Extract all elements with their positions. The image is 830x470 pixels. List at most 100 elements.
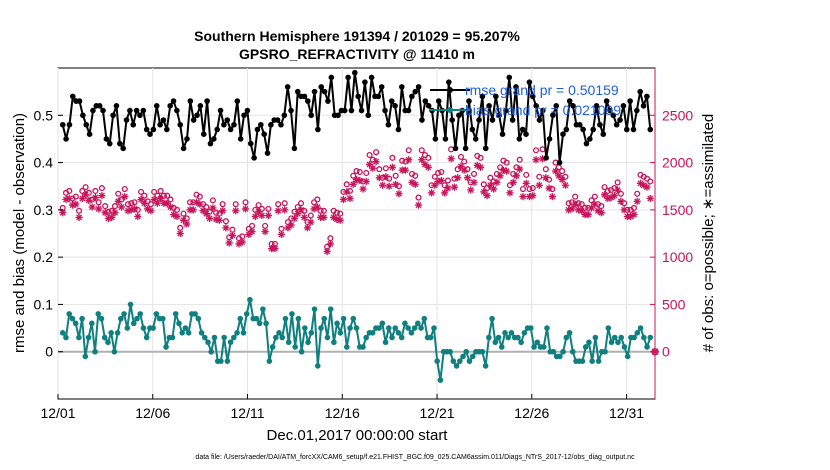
rmse-point bbox=[100, 107, 106, 114]
rmse-point bbox=[462, 145, 469, 152]
rmse-point bbox=[482, 145, 489, 152]
bias-point bbox=[544, 325, 550, 331]
legend-bias-marker bbox=[447, 107, 453, 113]
bias-point bbox=[114, 330, 121, 336]
bias-point bbox=[282, 315, 289, 322]
rmse-point bbox=[83, 121, 90, 128]
right-tick-label: 2000 bbox=[662, 155, 693, 171]
rmse-point bbox=[221, 121, 227, 128]
bias-point bbox=[392, 325, 399, 331]
rmse-point bbox=[466, 98, 472, 104]
rmse-point bbox=[435, 98, 442, 104]
bias-point bbox=[124, 325, 131, 331]
left-tick-label: 0.2 bbox=[34, 249, 54, 265]
rmse-point bbox=[630, 126, 637, 133]
rmse-point bbox=[311, 88, 318, 95]
bias-point bbox=[402, 320, 408, 327]
obs-assimilated-point bbox=[506, 189, 514, 197]
rmse-point bbox=[170, 98, 177, 104]
obs-assimilated-point bbox=[336, 216, 344, 224]
obs-possible-point bbox=[431, 173, 438, 180]
obs-assimilated-point bbox=[382, 173, 390, 181]
rmse-point bbox=[583, 140, 590, 147]
bias-point bbox=[211, 334, 218, 341]
rmse-point bbox=[177, 121, 184, 128]
bias-point bbox=[314, 363, 321, 369]
obs-assimilated-point bbox=[447, 155, 455, 163]
obs-assimilated-point bbox=[166, 203, 175, 211]
bias-point bbox=[350, 315, 357, 322]
bias-point bbox=[150, 325, 156, 331]
obs-possible-point bbox=[363, 169, 370, 177]
obs-assimilated-point bbox=[617, 197, 625, 205]
x-tick-label: 12/26 bbox=[514, 405, 549, 421]
bias-point bbox=[292, 344, 298, 350]
series-obs-possible bbox=[59, 146, 654, 250]
obs-possible-point bbox=[242, 199, 249, 206]
bias-point bbox=[566, 330, 573, 336]
obs-assimilated-point bbox=[85, 196, 93, 204]
obs-possible-point bbox=[275, 201, 282, 208]
obs-assimilated-point bbox=[274, 207, 282, 215]
bias-point bbox=[337, 330, 344, 336]
bias-point bbox=[221, 334, 227, 341]
right-tick-label: 500 bbox=[662, 296, 686, 312]
bias-point bbox=[602, 348, 608, 355]
bias-point bbox=[634, 330, 641, 336]
obs-assimilated-point bbox=[450, 183, 459, 191]
obs-assimilated-point bbox=[117, 203, 126, 211]
obs-possible-point bbox=[141, 192, 148, 199]
obs-assimilated-point bbox=[503, 167, 511, 175]
rmse-point bbox=[224, 117, 231, 123]
bias-point bbox=[382, 339, 389, 346]
rmse-point bbox=[489, 117, 496, 123]
rmse-point bbox=[217, 107, 224, 114]
obs-assimilated-point bbox=[512, 172, 521, 180]
rmse-point bbox=[425, 103, 432, 109]
obs-assimilated-point bbox=[81, 191, 90, 199]
bias-point bbox=[434, 358, 441, 364]
x-tick-label: 12/31 bbox=[609, 405, 644, 421]
bias-point bbox=[508, 330, 515, 336]
obs-assimilated-point bbox=[597, 209, 605, 217]
obs-assimilated-point bbox=[352, 175, 361, 184]
obs-assimilated-point bbox=[483, 192, 491, 200]
bias-point bbox=[589, 358, 595, 364]
bias-point bbox=[72, 320, 79, 327]
left-tick-label: 0.4 bbox=[34, 155, 54, 171]
rmse-point bbox=[66, 121, 73, 128]
bias-point bbox=[88, 320, 95, 327]
rmse-point bbox=[560, 131, 566, 137]
obs-assimilated-point bbox=[529, 192, 537, 200]
rmse-point bbox=[536, 117, 543, 123]
bias-point bbox=[79, 315, 85, 322]
bias-point bbox=[231, 334, 237, 341]
obs-possible-point bbox=[102, 203, 109, 210]
obs-possible-point bbox=[457, 153, 464, 160]
bias-point bbox=[498, 344, 505, 350]
rmse-point bbox=[96, 103, 103, 109]
obs-possible-point bbox=[565, 200, 572, 207]
rmse-point bbox=[207, 140, 214, 147]
bias-point bbox=[289, 311, 295, 317]
bias-point bbox=[63, 334, 69, 341]
obs-possible-point bbox=[572, 193, 579, 200]
obs-assimilated-point bbox=[369, 164, 377, 172]
x-tick-label: 12/21 bbox=[420, 405, 455, 421]
obs-assimilated-point bbox=[460, 166, 468, 174]
obs-assimilated-point bbox=[238, 238, 246, 246]
bias-point bbox=[411, 325, 418, 331]
rmse-point bbox=[506, 74, 513, 81]
rmse-point bbox=[103, 136, 110, 142]
bias-point bbox=[624, 353, 631, 360]
rmse-point bbox=[200, 131, 207, 137]
x-tick-label: 12/16 bbox=[325, 405, 360, 421]
obs-assimilated-point bbox=[241, 205, 250, 213]
obs-assimilated-point bbox=[91, 193, 99, 202]
bias-point bbox=[279, 334, 286, 341]
rmse-point bbox=[519, 126, 526, 133]
rmse-point bbox=[321, 88, 328, 95]
bias-point bbox=[76, 334, 82, 341]
bias-point bbox=[492, 339, 499, 346]
bias-point bbox=[560, 348, 566, 355]
